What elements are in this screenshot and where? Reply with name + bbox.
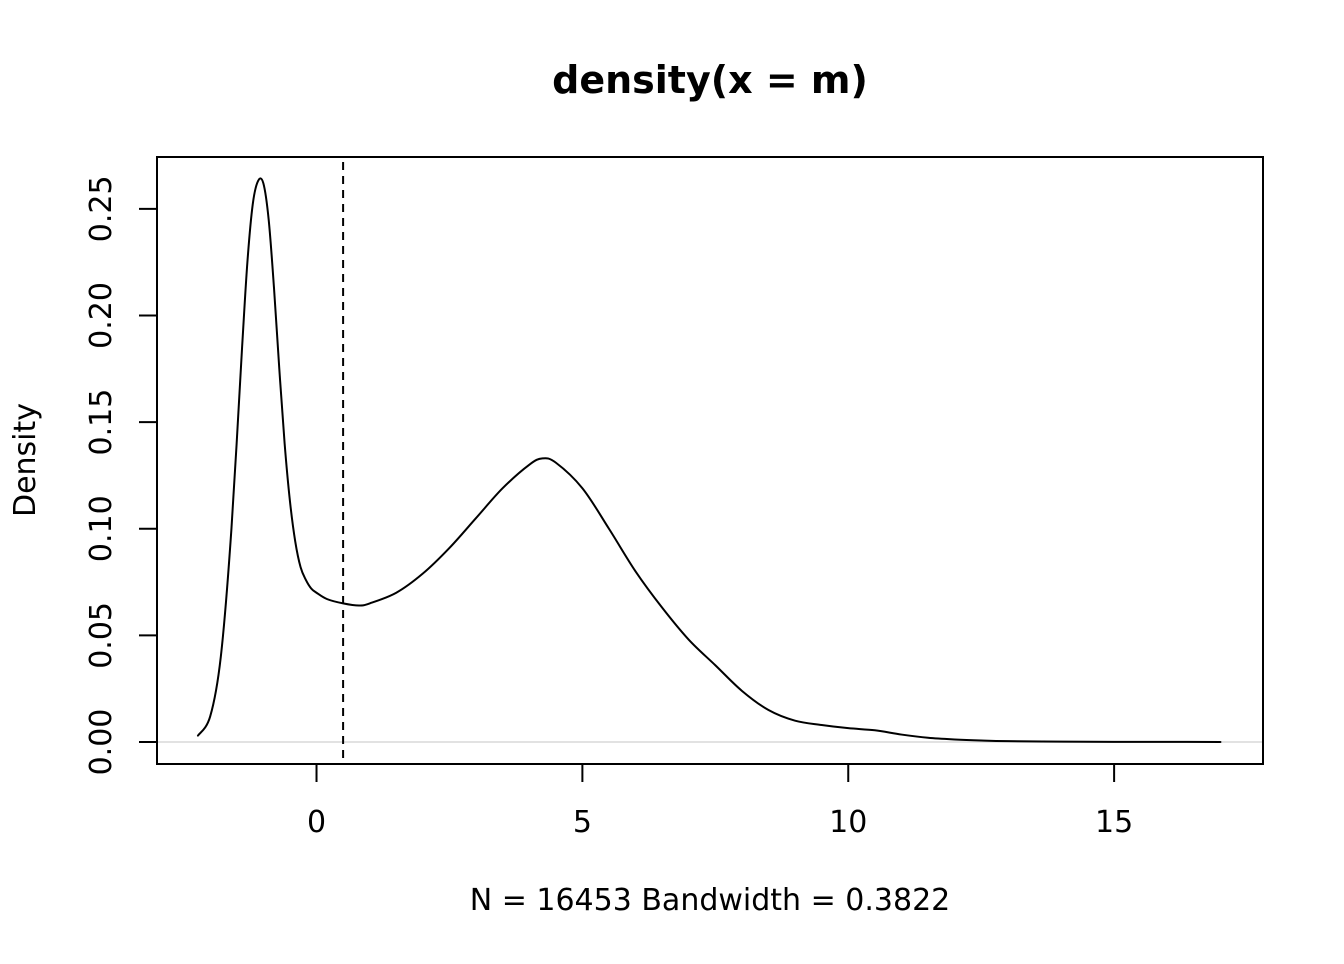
y-tick-label: 0.05 xyxy=(84,602,119,669)
chart-title: density(x = m) xyxy=(552,58,868,102)
x-tick-label: 15 xyxy=(1095,805,1133,840)
x-tick-label: 0 xyxy=(307,805,326,840)
y-tick-label: 0.00 xyxy=(84,709,119,776)
density-curve xyxy=(196,177,1222,744)
y-axis-title: Density xyxy=(8,403,43,517)
y-tick-label: 0.10 xyxy=(84,495,119,562)
y-tick-label: 0.25 xyxy=(84,175,119,242)
plot-frame xyxy=(156,156,1264,765)
x-tick-label: 10 xyxy=(829,805,867,840)
x-tick-label: 5 xyxy=(573,805,592,840)
y-tick-label: 0.20 xyxy=(84,282,119,349)
x-axis-title: N = 16453 Bandwidth = 0.3822 xyxy=(470,883,951,918)
y-tick-label: 0.15 xyxy=(84,389,119,456)
